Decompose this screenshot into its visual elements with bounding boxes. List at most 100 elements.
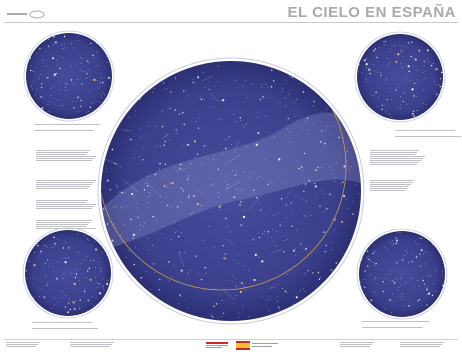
fine-print-line (6, 346, 36, 347)
star (153, 88, 155, 89)
star (101, 252, 103, 254)
star (176, 132, 178, 134)
star (194, 315, 196, 317)
star (238, 317, 240, 318)
star (418, 50, 421, 52)
star (159, 168, 160, 170)
star (426, 49, 429, 52)
star (86, 59, 88, 61)
star (202, 72, 204, 74)
star (236, 188, 238, 189)
star (362, 259, 363, 260)
star (402, 100, 404, 103)
star (50, 308, 52, 309)
star (180, 269, 183, 272)
star (60, 297, 62, 298)
star (137, 207, 138, 209)
star (291, 225, 293, 227)
star (262, 233, 264, 235)
star (399, 96, 401, 97)
star (370, 261, 371, 262)
star (223, 257, 226, 260)
star (273, 214, 275, 216)
fine-print-line (32, 322, 92, 323)
small-map-bottom-left[interactable] (22, 227, 114, 319)
star (241, 125, 243, 126)
star (372, 252, 374, 255)
star (359, 193, 360, 195)
star (31, 283, 33, 284)
star (255, 143, 258, 146)
star (239, 290, 242, 293)
star (94, 277, 96, 279)
star (187, 177, 189, 178)
star (65, 83, 67, 85)
star (88, 62, 90, 64)
star (395, 242, 397, 245)
star (256, 197, 258, 199)
star (420, 237, 422, 240)
small-map-top-right[interactable] (354, 31, 446, 123)
star (378, 47, 380, 49)
star (268, 310, 270, 312)
star (273, 287, 274, 288)
star (46, 66, 48, 67)
star (229, 231, 231, 233)
star (163, 174, 165, 176)
star (409, 302, 411, 304)
star (396, 278, 397, 280)
star (75, 300, 76, 301)
star (73, 84, 75, 86)
star (195, 255, 197, 257)
main-sky-map[interactable] (97, 42, 365, 325)
star (55, 277, 57, 279)
star (62, 247, 65, 249)
star (426, 288, 429, 291)
star (402, 56, 403, 57)
small-map-top-left[interactable] (23, 30, 115, 122)
star (391, 312, 392, 314)
star (332, 125, 334, 126)
constellation-line (249, 194, 263, 210)
star (152, 91, 154, 93)
star (181, 232, 182, 234)
fine-print-line (340, 344, 372, 345)
star (193, 179, 195, 180)
star (414, 286, 416, 288)
star (196, 153, 199, 155)
star (142, 226, 144, 228)
star (261, 260, 264, 263)
star (373, 50, 375, 52)
star (61, 291, 63, 293)
star (44, 262, 46, 264)
star (304, 183, 307, 185)
star (411, 260, 414, 263)
small-map-bottom-right[interactable] (356, 228, 448, 320)
star (93, 259, 95, 262)
star (308, 179, 310, 182)
star (360, 281, 362, 283)
constellation-line (225, 181, 241, 190)
star (214, 247, 215, 248)
star (318, 278, 321, 280)
star (77, 96, 79, 98)
star (50, 88, 52, 89)
star (400, 63, 402, 65)
fine-print-line (36, 204, 96, 205)
star (90, 259, 91, 261)
star (200, 278, 203, 281)
star (326, 208, 328, 210)
fine-print-line (36, 208, 92, 209)
star (72, 47, 74, 49)
star (139, 229, 141, 231)
star (143, 189, 146, 191)
star (128, 116, 130, 118)
star (174, 222, 176, 223)
star (423, 60, 425, 63)
star (217, 65, 219, 67)
star (73, 230, 75, 231)
star (332, 241, 334, 243)
star (132, 237, 134, 239)
star (47, 45, 50, 47)
star (138, 156, 140, 158)
